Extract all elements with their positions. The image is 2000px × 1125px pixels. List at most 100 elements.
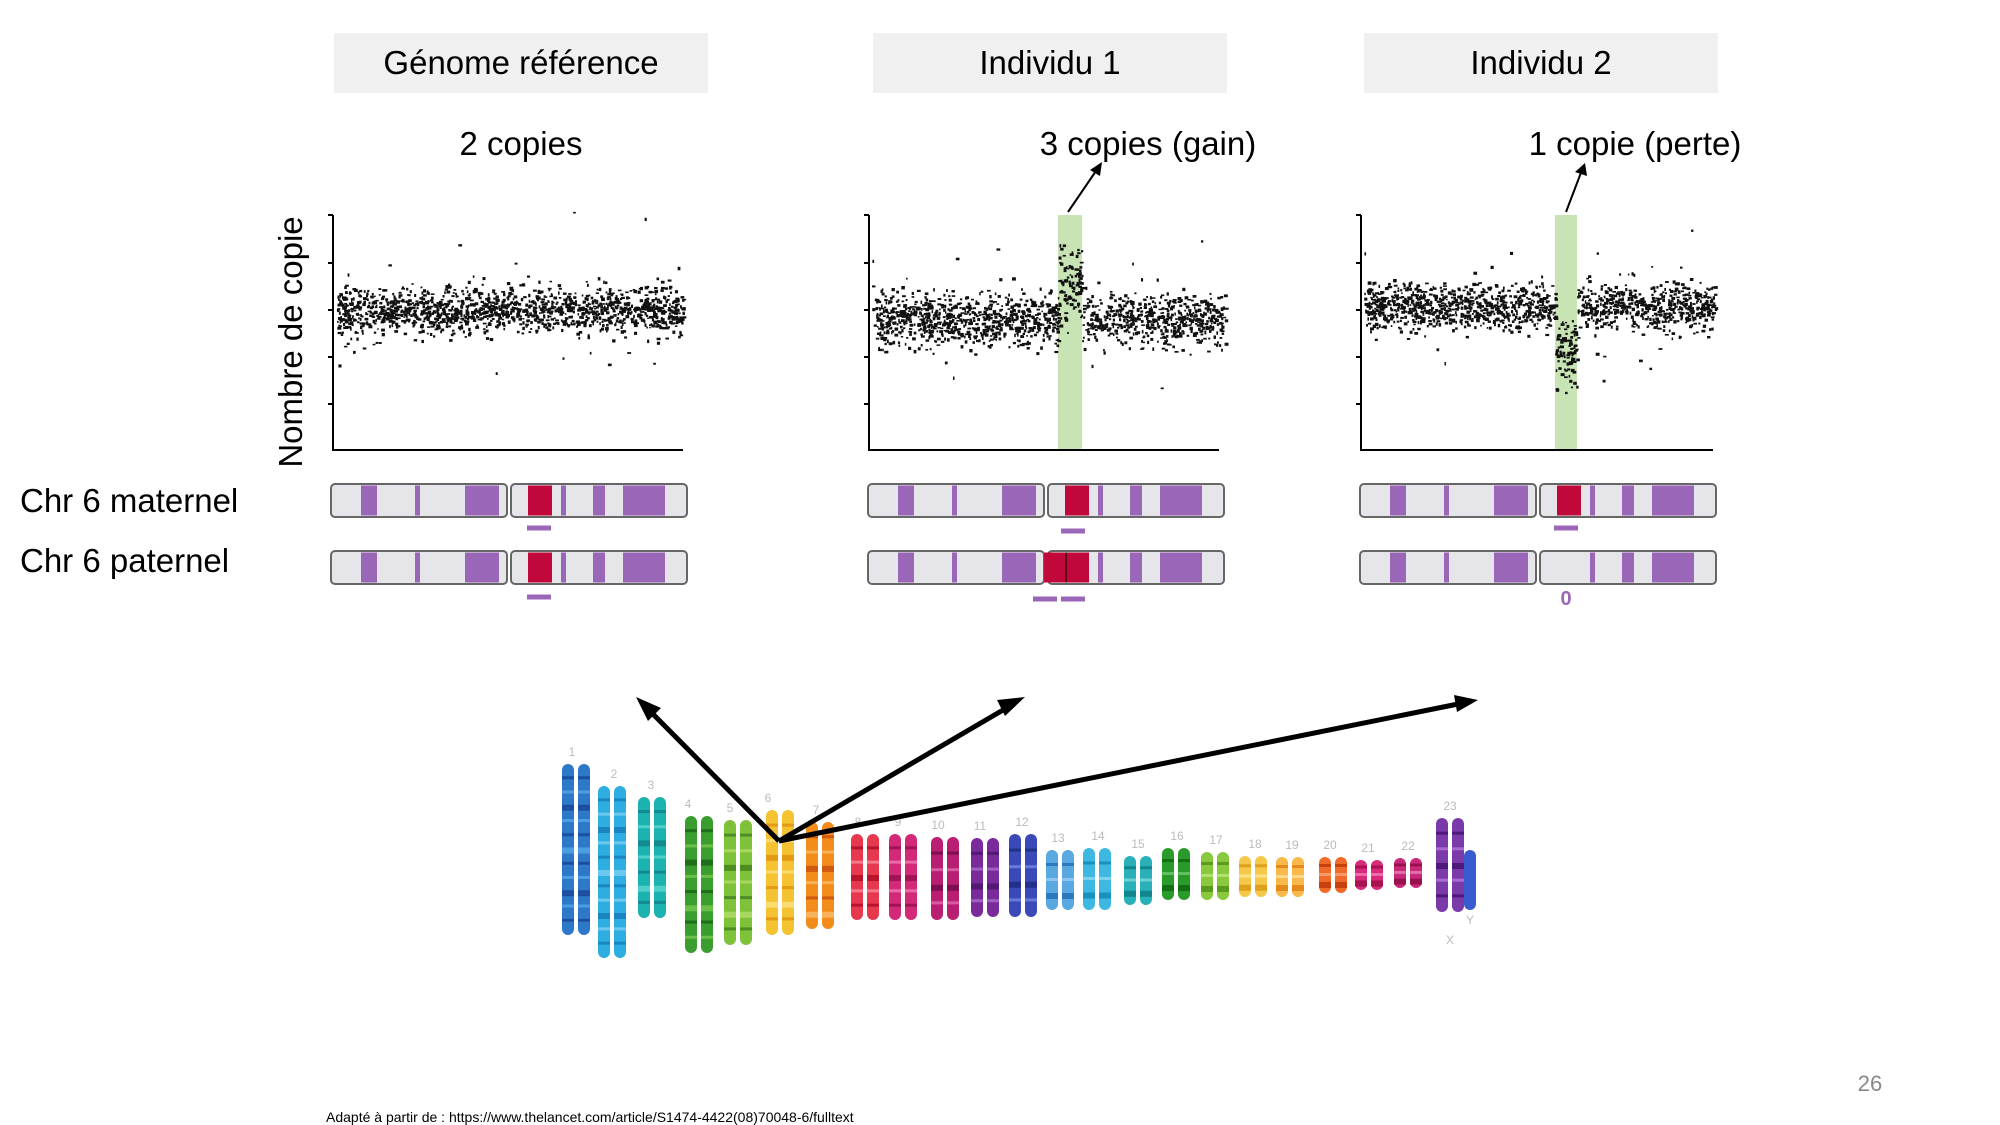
scatter-point — [448, 283, 451, 287]
scatter-point — [1396, 313, 1399, 317]
scatter-point — [451, 317, 455, 320]
scatter-point — [1605, 315, 1609, 319]
scatter-point — [1618, 293, 1621, 298]
scatter-point — [615, 307, 618, 310]
karyotype-number: 20 — [1323, 838, 1337, 852]
scatter-point — [501, 300, 505, 304]
scatter-point — [474, 302, 479, 306]
scatter-point — [672, 317, 674, 320]
scatter-point — [1008, 293, 1010, 297]
scatter-point — [603, 319, 607, 322]
scatter-point — [551, 302, 554, 306]
scatter-point — [1433, 287, 1437, 290]
scatter-point — [1556, 338, 1561, 341]
scatter-point — [1618, 298, 1622, 301]
scatter-point — [966, 310, 970, 314]
scatter-point — [1438, 311, 1441, 315]
scatter-point — [1451, 302, 1454, 305]
scatter-point — [675, 300, 678, 303]
scatter-point — [1538, 312, 1542, 316]
scatter-point — [911, 291, 914, 295]
scatter-point — [1571, 320, 1574, 323]
scatter-point — [1040, 346, 1043, 350]
scatter-point — [955, 257, 960, 261]
scatter-point — [1049, 311, 1053, 314]
scatter-point — [1455, 303, 1459, 307]
scatter-point — [1078, 278, 1081, 282]
scatter-point — [1575, 348, 1579, 351]
scatter-point — [958, 313, 962, 317]
scatter-point — [459, 327, 462, 331]
scatter-point — [1689, 304, 1693, 307]
scatter-point — [1061, 282, 1065, 285]
scatter-point — [1098, 318, 1102, 321]
scatter-point — [376, 314, 379, 317]
scatter-point — [608, 321, 613, 325]
scatter-point — [1158, 315, 1163, 319]
scatter-point — [1451, 318, 1454, 323]
scatter-point — [932, 352, 935, 355]
karyotype-number: 19 — [1285, 838, 1299, 852]
scatter-point — [655, 306, 659, 308]
scatter-point — [975, 300, 978, 304]
scatter-point — [1151, 300, 1155, 304]
scatter-point — [635, 322, 639, 325]
scatter-point — [1575, 333, 1579, 337]
scatter-point — [943, 319, 946, 323]
scatter-point — [1002, 316, 1004, 321]
scatter-point — [1462, 289, 1466, 292]
scatter-point — [1060, 317, 1063, 320]
scatter-point — [1203, 299, 1208, 303]
scatter-point — [1081, 314, 1083, 318]
scatter-point — [915, 306, 920, 309]
scatter-point — [950, 303, 953, 306]
scatter-point — [1208, 316, 1210, 320]
scatter-point — [533, 306, 536, 310]
scatter-point — [1207, 306, 1210, 310]
scatter-point — [556, 322, 560, 325]
scatter-point — [1680, 283, 1685, 286]
scatter-point — [1467, 316, 1469, 320]
scatter-point — [879, 333, 882, 337]
scatter-point — [571, 306, 576, 309]
scatter-point — [1079, 277, 1083, 280]
scatter-point — [455, 318, 459, 321]
scatter-point — [516, 330, 520, 334]
scatter-point — [1114, 299, 1117, 303]
scatter-point — [1055, 305, 1060, 307]
scatter-point — [1051, 329, 1055, 333]
scatter-point — [415, 302, 417, 306]
scatter-point — [1705, 292, 1708, 296]
scatter-point — [1370, 313, 1374, 316]
scatter-point — [411, 306, 416, 309]
scatter-point — [1663, 320, 1668, 323]
scatter-point — [430, 296, 434, 300]
scatter-point — [920, 308, 923, 311]
scatter-point — [1456, 308, 1459, 311]
chromosome-individual-2-maternal — [1359, 483, 1717, 518]
scatter-point — [660, 311, 663, 315]
scatter-point — [985, 317, 989, 321]
scatter-point — [1170, 318, 1173, 322]
scatter-point — [1122, 315, 1125, 318]
scatter-point — [1573, 360, 1577, 363]
scatter-point — [1057, 338, 1060, 341]
scatter-point — [950, 329, 953, 333]
scatter-point — [426, 301, 429, 304]
scatter-point — [1004, 321, 1008, 326]
scatter-point — [1374, 307, 1377, 310]
scatter-point — [934, 340, 936, 343]
scatter-point — [964, 309, 966, 313]
scatter-point — [449, 339, 453, 342]
scatter-point — [340, 302, 344, 306]
scatter-point — [383, 315, 386, 319]
scatter-point — [614, 322, 617, 326]
scatter-point — [552, 326, 555, 330]
scatter-point — [1176, 334, 1178, 337]
scatter-point — [440, 304, 444, 307]
scatter-point — [1049, 321, 1053, 325]
scatter-point — [476, 315, 478, 319]
scatter-point — [1056, 327, 1060, 331]
scatter-point — [1677, 308, 1680, 311]
scatter-point — [1663, 313, 1667, 316]
